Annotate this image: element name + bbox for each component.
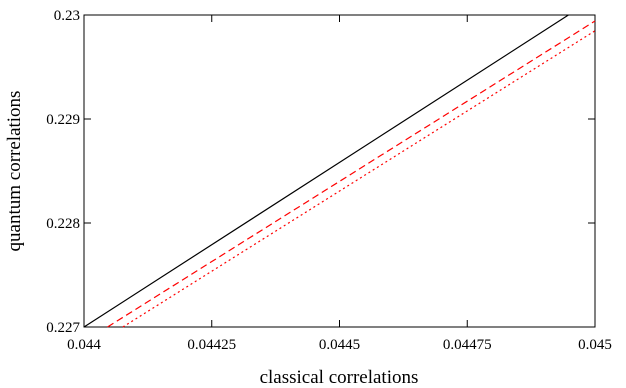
y-tick-label: 0.23: [54, 8, 80, 24]
y-tick-label: 0.228: [46, 216, 80, 232]
y-axis-label: quantum correlations: [4, 91, 25, 252]
plot-frame: [83, 14, 596, 328]
series-group: [83, 14, 596, 328]
series-line-2: [107, 20, 596, 328]
y-tick-label: 0.229: [46, 112, 80, 128]
ticks: [83, 14, 596, 328]
x-tick-label: 0.0445: [319, 337, 360, 353]
x-tick-label: 0.044: [67, 337, 101, 353]
x-tick-label: 0.04475: [443, 337, 492, 353]
x-tick-label: 0.045: [578, 337, 612, 353]
tick-labels: 0.044 0.04425 0.0445 0.04475 0.045 0.227 0.228…: [46, 8, 612, 353]
series-line-3: [122, 30, 596, 328]
series-line-1: [83, 14, 569, 328]
x-axis-label: classical correlations: [260, 367, 419, 388]
x-tick-label: 0.04425: [187, 337, 236, 353]
y-tick-label: 0.227: [46, 320, 80, 336]
